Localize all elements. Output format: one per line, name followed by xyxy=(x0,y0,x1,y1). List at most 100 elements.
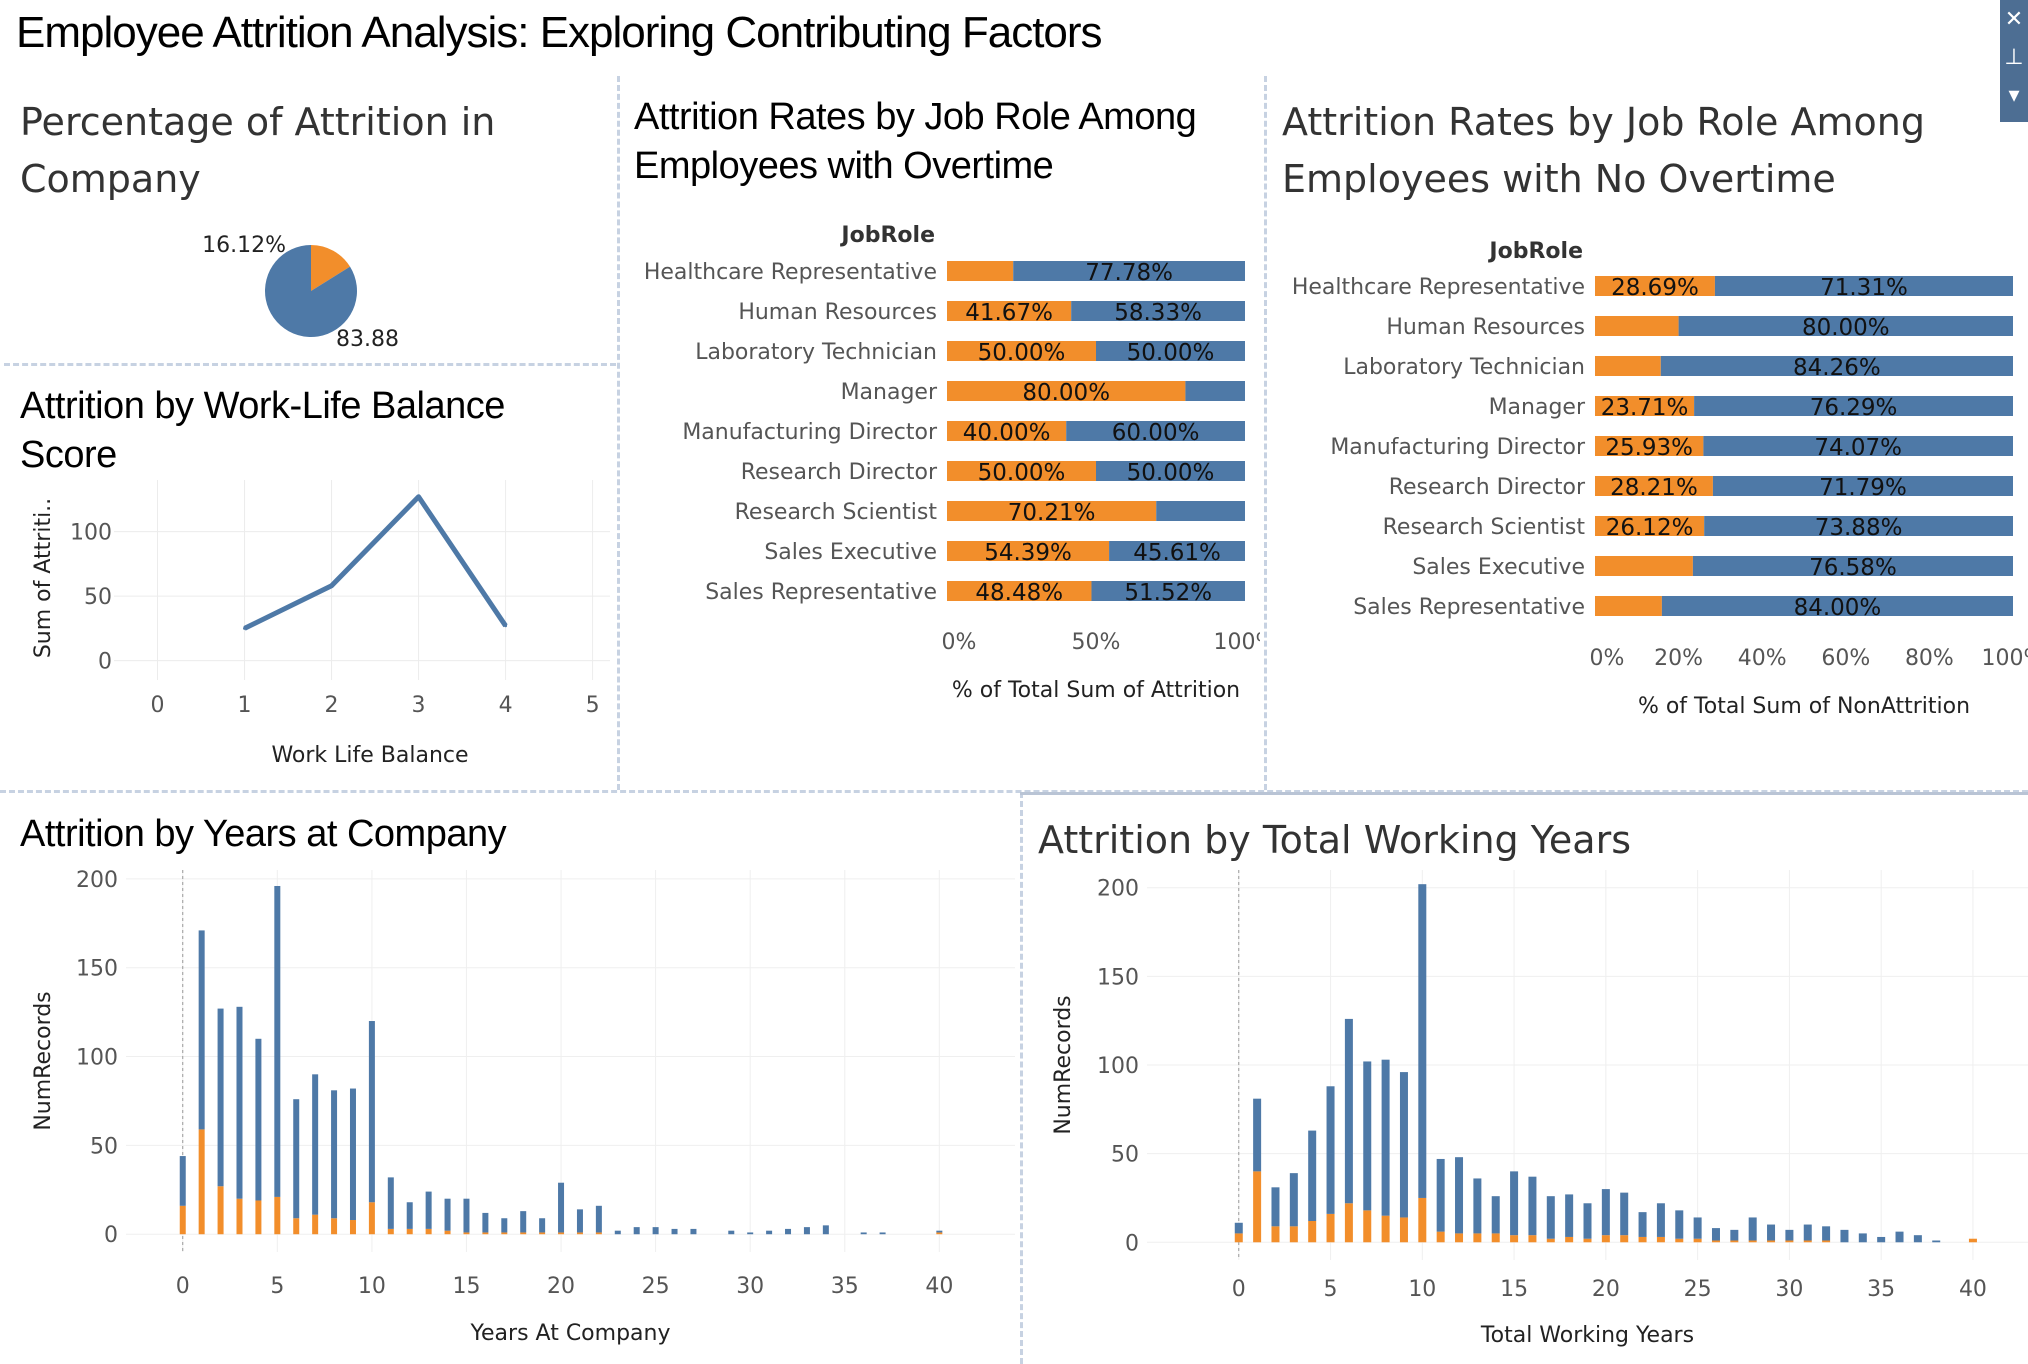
data-label: 80.00% xyxy=(1022,380,1110,406)
bar-segment xyxy=(368,1021,375,1203)
bar-segment xyxy=(293,1099,300,1219)
bar-segment xyxy=(1344,1203,1353,1243)
bar-segment xyxy=(1399,1072,1408,1218)
bar-segment xyxy=(766,1230,773,1235)
bar-segment xyxy=(822,1225,829,1235)
bar-segment xyxy=(1491,1196,1500,1234)
close-icon[interactable]: ✕ xyxy=(2004,6,2024,31)
y-tick-label: 200 xyxy=(76,870,118,893)
not-bar-chart: JobRole Healthcare Representative 28.69% 71… xyxy=(1292,239,2028,719)
row-label: Manufacturing Director xyxy=(1330,435,1586,460)
bar-segment xyxy=(1785,1229,1794,1241)
bar-segment xyxy=(1767,1240,1776,1243)
bar-segment xyxy=(482,1212,489,1233)
bar-segment xyxy=(947,461,1096,481)
bar-segment xyxy=(1694,396,2013,416)
bar-segment xyxy=(1289,1173,1298,1227)
bar-segment xyxy=(349,1220,356,1235)
bar-segment xyxy=(520,1232,527,1235)
x-tick-label: 25 xyxy=(642,1274,670,1299)
bar-segment xyxy=(860,1232,867,1235)
bar-segment xyxy=(312,1214,319,1235)
x-tick-label: 80% xyxy=(1905,646,1954,671)
bar-segment xyxy=(1968,1238,1977,1243)
x-axis-title: % of Total Sum of NonAttrition xyxy=(1638,694,1970,719)
bar-segment xyxy=(236,1198,243,1235)
x-tick-label: 5 xyxy=(270,1274,284,1299)
bar-segment xyxy=(1109,541,1245,561)
bar-segment xyxy=(1308,1130,1317,1221)
pie-chart: 16.12% 83.88% xyxy=(202,233,400,352)
pie-slice xyxy=(265,245,357,337)
x-tick-label: 20% xyxy=(1654,646,1703,671)
bar-segment xyxy=(1418,1197,1427,1243)
bar-segment xyxy=(1253,1098,1262,1172)
bar-segment xyxy=(255,1200,262,1235)
separator xyxy=(4,363,616,366)
x-tick-label: 0% xyxy=(942,630,977,655)
bar-segment xyxy=(1381,1059,1390,1216)
x-tick-label: 20 xyxy=(547,1274,575,1299)
bar-segment xyxy=(179,1156,186,1206)
bar-segment xyxy=(1381,1215,1390,1243)
bar-segment xyxy=(1767,1224,1776,1241)
y-tick-label: 100 xyxy=(1097,1054,1139,1079)
bar-segment xyxy=(1638,1236,1647,1243)
x-tick-label: 35 xyxy=(1867,1277,1895,1302)
bar-segment xyxy=(1595,516,1705,536)
y-tick-label: 150 xyxy=(1097,965,1139,990)
bar-segment xyxy=(1693,1238,1702,1243)
data-label: 50.00% xyxy=(978,340,1066,366)
bar-segment xyxy=(539,1232,546,1235)
bar-segment xyxy=(1601,1189,1610,1236)
pin-icon[interactable]: ⊥ xyxy=(2004,44,2024,69)
pie-panel-title: Percentage of Attrition in Company xyxy=(20,100,496,201)
bar-segment xyxy=(1583,1203,1592,1239)
bar-segment xyxy=(1071,301,1245,321)
bar-segment xyxy=(1013,261,1245,281)
bar-segment xyxy=(1528,1176,1537,1236)
bar-segment xyxy=(1271,1187,1280,1227)
bar-segment xyxy=(1595,596,1662,616)
bar-segment xyxy=(1803,1240,1812,1243)
bar-segment xyxy=(520,1211,527,1233)
bar-segment xyxy=(368,1202,375,1235)
data-label: 23.71% xyxy=(1601,395,1689,421)
bar-segment xyxy=(312,1074,319,1215)
twy-panel-title: Attrition by Total Working Years xyxy=(1038,818,1632,862)
data-label: 40.00% xyxy=(963,420,1051,446)
data-label: 50.00% xyxy=(978,460,1066,486)
data-label: 28.21% xyxy=(1610,475,1698,501)
bar-segment xyxy=(406,1202,413,1229)
x-tick-label: 40% xyxy=(1738,646,1787,671)
bar-segment xyxy=(1692,556,2013,576)
y-tick-label: 50 xyxy=(90,1134,118,1159)
bar-segment xyxy=(1601,1235,1610,1243)
bar-segment xyxy=(1895,1231,1904,1243)
data-label: 48.48% xyxy=(975,580,1063,606)
x-tick-label: 60% xyxy=(1821,646,1870,671)
separator xyxy=(617,76,620,790)
bar-segment xyxy=(1913,1235,1922,1243)
bar-segment xyxy=(1932,1240,1941,1243)
data-label: 41.67% xyxy=(965,300,1053,326)
bar-segment xyxy=(463,1232,470,1235)
bar-segment xyxy=(728,1230,735,1235)
data-label: 76.29% xyxy=(1810,395,1898,421)
bar-segment xyxy=(198,930,205,1130)
dropdown-icon[interactable]: ▾ xyxy=(2008,82,2020,107)
y-tick-label: 200 xyxy=(1097,877,1139,902)
data-label: 25.93% xyxy=(1605,435,1693,461)
bar-segment xyxy=(947,581,1092,601)
bar-segment xyxy=(1096,341,1245,361)
x-tick-label: 1 xyxy=(238,693,252,718)
bar-segment xyxy=(1289,1226,1298,1243)
x-axis-title: Work Life Balance xyxy=(271,743,468,768)
row-label: Research Scientist xyxy=(1383,515,1586,540)
row-label: Laboratory Technician xyxy=(1343,355,1585,380)
x-tick-label: 0 xyxy=(151,693,165,718)
bar-segment xyxy=(1185,381,1245,401)
data-label: 60.00% xyxy=(1112,420,1200,446)
row-label: Healthcare Representative xyxy=(644,260,937,285)
x-tick-label: 5 xyxy=(1324,1277,1338,1302)
